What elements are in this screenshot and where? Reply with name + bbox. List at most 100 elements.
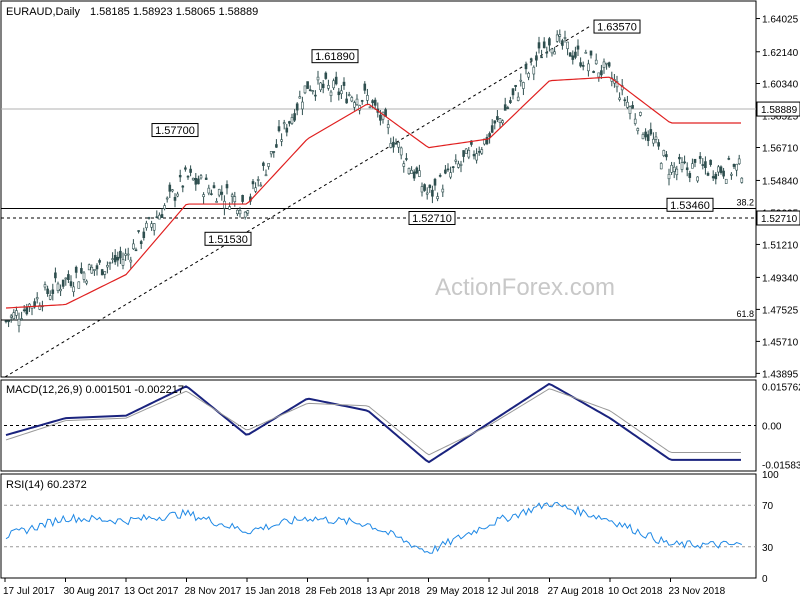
candle-body xyxy=(636,128,640,132)
candle-body xyxy=(587,63,590,72)
candle-body xyxy=(496,116,499,120)
x-tick-label: 30 Aug 2017 xyxy=(64,586,121,597)
fib-label: 38.2 xyxy=(736,197,754,207)
candle-body xyxy=(48,295,52,300)
rsi-panel-frame xyxy=(0,473,757,579)
candle-body xyxy=(314,94,317,97)
candle-body xyxy=(321,83,325,89)
macd-panel-frame xyxy=(0,379,757,472)
x-tick-label: 28 Feb 2018 xyxy=(306,586,363,597)
candle-body xyxy=(82,272,86,280)
candle-body xyxy=(532,66,536,75)
candle-body xyxy=(124,253,127,256)
candle-body xyxy=(306,81,309,89)
candle-body xyxy=(644,131,647,138)
candle-body xyxy=(342,81,346,86)
annotation-text: 1.51530 xyxy=(208,234,248,246)
watermark: ActionForex.com xyxy=(435,274,615,301)
candle-body xyxy=(46,288,49,294)
candle-body xyxy=(524,63,528,70)
candle-body xyxy=(579,62,582,67)
macd-layer xyxy=(4,382,756,464)
candle-body xyxy=(475,153,478,161)
current-price-tag: 1.58889 xyxy=(756,101,800,117)
candle-body xyxy=(217,189,221,196)
candle-body xyxy=(418,170,421,177)
candle-body xyxy=(589,50,593,56)
candle-body xyxy=(67,274,70,280)
candle-body xyxy=(420,186,424,193)
candle-body xyxy=(204,177,208,180)
candle-body xyxy=(412,171,416,179)
candle-body xyxy=(56,283,60,291)
candle-body xyxy=(607,62,611,67)
candle-body xyxy=(618,97,621,100)
candle-body xyxy=(373,99,377,106)
candle-body xyxy=(459,163,463,166)
candle-body xyxy=(332,80,335,89)
candle-body xyxy=(467,150,471,158)
candle-body xyxy=(691,163,694,169)
candle-body xyxy=(95,265,99,270)
candle-body xyxy=(210,193,213,195)
candle-body xyxy=(59,289,62,292)
candle-body xyxy=(657,142,660,147)
candle-body xyxy=(571,55,575,60)
candle-body xyxy=(230,194,234,197)
candle-body xyxy=(511,88,515,96)
candle-body xyxy=(113,255,117,263)
candle-body xyxy=(402,163,406,167)
y-tick-label: 1.64025 xyxy=(762,15,799,26)
candle-body xyxy=(288,121,291,124)
candle-body xyxy=(561,40,564,46)
macd-tick-label: 0.015762 xyxy=(762,383,800,394)
x-tick-label: 29 May 2018 xyxy=(427,586,485,597)
candle-body xyxy=(514,84,517,87)
candle-body xyxy=(537,42,541,49)
candle-body xyxy=(160,214,164,218)
candle-body xyxy=(191,177,195,181)
candle-body xyxy=(454,159,458,162)
candle-body xyxy=(155,216,159,219)
candle-body xyxy=(516,96,520,101)
candle-body xyxy=(64,277,68,280)
candle-body xyxy=(225,184,229,189)
annotation-text: 1.57700 xyxy=(155,125,195,137)
candle-body xyxy=(490,125,494,133)
candle-body xyxy=(303,85,307,94)
candle-body xyxy=(280,139,283,142)
annotation-box xyxy=(204,231,252,246)
candle-body xyxy=(392,141,395,148)
candle-body xyxy=(277,126,281,132)
rsi-tick-label: 0 xyxy=(762,574,768,585)
candle-body xyxy=(103,271,107,275)
candle-body xyxy=(355,98,359,106)
candle-body xyxy=(735,163,738,171)
rsi-tick-label: 30 xyxy=(762,543,774,554)
candle-body xyxy=(371,100,374,104)
candle-body xyxy=(54,272,57,279)
candle-body xyxy=(654,136,658,140)
y-tick-label: 1.56710 xyxy=(762,143,799,154)
price-annotation: 1.51530 xyxy=(204,231,252,246)
candle-body xyxy=(147,217,151,219)
candle-body xyxy=(397,142,400,148)
candle-body xyxy=(51,289,55,294)
annotation-text: 1.53460 xyxy=(670,200,710,212)
candle-body xyxy=(701,164,705,166)
candle-body xyxy=(85,280,88,284)
candle-body xyxy=(100,269,104,276)
candle-body xyxy=(316,76,320,81)
candle-body xyxy=(594,59,598,65)
y-tick-label: 1.58525 xyxy=(762,111,799,122)
candle-body xyxy=(581,65,585,67)
candle-body xyxy=(142,231,146,239)
candle-body xyxy=(80,268,83,274)
price-annotation: 1.63570 xyxy=(593,19,641,34)
candle-body xyxy=(33,301,36,308)
candle-body xyxy=(132,243,135,250)
candle-body xyxy=(139,241,143,245)
macd-tick-label: -0.015834 xyxy=(762,460,800,471)
candle-body xyxy=(498,118,502,123)
